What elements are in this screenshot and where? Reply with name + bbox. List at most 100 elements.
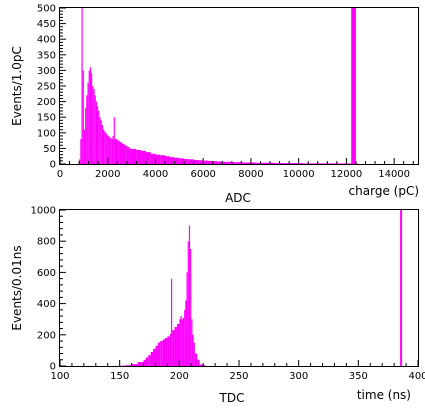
adc-x-axis: 0 2000 4000 6000 8000 10000 12000 14000 [57, 158, 414, 180]
tdc-bar [190, 249, 192, 366]
adc-bar [85, 107, 87, 164]
adc-bar [95, 101, 97, 164]
adc-bar [112, 135, 114, 164]
adc-bar [260, 162, 266, 164]
adc-bar [83, 129, 86, 164]
adc-bar [303, 163, 309, 164]
adc-y-tick-label: 400 [37, 35, 56, 46]
adc-bar [179, 158, 185, 164]
tdc-bar [150, 351, 154, 366]
adc-bar [124, 145, 127, 164]
tdc-x-tick-label: 250 [229, 371, 248, 382]
adc-bar [105, 132, 107, 164]
adc-bar [91, 73, 93, 164]
adc-y-tick-label: 0 [50, 160, 56, 171]
adc-bar [104, 131, 106, 164]
tdc-bar [174, 327, 177, 366]
adc-bar [102, 129, 105, 164]
tdc-bar [160, 341, 163, 366]
adc-bar [101, 125, 103, 164]
tdc-bar [192, 334, 194, 366]
adc-bar [193, 159, 199, 164]
tdc-x-tick-label: 350 [349, 371, 368, 382]
adc-bar [111, 139, 113, 164]
adc-bar [222, 161, 228, 164]
adc-x-tick-label: 8000 [238, 169, 263, 180]
adc-bar [122, 143, 125, 164]
adc-y-label: Events/1.0pC [10, 46, 24, 126]
adc-bar [131, 149, 137, 164]
tdc-bar [182, 317, 185, 366]
adc-bar [308, 163, 313, 164]
adc-bar [351, 8, 356, 164]
adc-bar [99, 117, 101, 164]
adc-bar [145, 152, 151, 164]
adc-bar [126, 146, 130, 164]
adc-bar [169, 157, 175, 164]
adc-bar [114, 139, 118, 164]
adc-x-tick-label: 10000 [283, 169, 315, 180]
adc-bar [274, 163, 280, 164]
adc-bar [207, 160, 213, 164]
adc-bar [265, 162, 271, 164]
adc-bar [155, 154, 161, 164]
tdc-bar [180, 316, 182, 366]
adc-bar [279, 163, 285, 164]
adc-bar [129, 148, 132, 164]
adc-bar [93, 89, 95, 164]
adc-y-tick-label: 150 [37, 113, 56, 124]
adc-x-tick-label: 14000 [378, 169, 410, 180]
adc-bar [174, 157, 180, 164]
tdc-bar [131, 364, 138, 366]
adc-bar [150, 153, 156, 164]
tdc-bar [181, 319, 183, 366]
tdc-histogram-bars [119, 210, 403, 366]
tdc-bar [188, 225, 191, 366]
adc-bar [94, 95, 96, 164]
tdc-bar [167, 336, 170, 366]
tdc-bar [155, 345, 158, 366]
tdc-bar [194, 353, 198, 366]
adc-bar [231, 162, 237, 164]
adc-bar [188, 159, 194, 164]
adc-x-tick-label: 12000 [330, 169, 362, 180]
tdc-x-tick-label: 150 [110, 371, 129, 382]
adc-bar [341, 163, 347, 164]
adc-bar [184, 159, 189, 164]
adc-bar [198, 160, 204, 164]
tdc-bar [148, 355, 151, 366]
tdc-y-label: Events/0.01ns [10, 245, 24, 330]
adc-bar [293, 163, 299, 164]
adc-bar [86, 95, 88, 164]
adc-bar [322, 163, 328, 164]
adc-bar [346, 163, 352, 164]
tdc-bar [187, 241, 189, 366]
adc-bar [80, 139, 82, 164]
tdc-bar [162, 339, 166, 366]
adc-histogram-bars [79, 8, 358, 164]
adc-panel: 0 2000 4000 6000 8000 10000 12000 14000 0 50 100 1… [10, 4, 419, 205]
tdc-y-tick-label: 200 [37, 330, 56, 341]
tdc-bar [203, 365, 206, 366]
tdc-bar [157, 342, 161, 366]
adc-y-tick-label: 350 [37, 50, 56, 61]
adc-bar [203, 160, 208, 164]
adc-bar [317, 163, 323, 164]
tdc-bar [169, 334, 171, 366]
tdc-y-tick-label: 800 [37, 237, 56, 248]
tdc-plot-frame [59, 209, 419, 367]
tdc-y-tick-label: 400 [37, 299, 56, 310]
adc-bar [255, 162, 261, 164]
adc-bar [270, 162, 275, 164]
adc-x-tick-label: 2000 [95, 169, 120, 180]
tdc-bar [143, 359, 146, 366]
adc-y-tick-label: 450 [37, 19, 56, 30]
adc-x-tick-label: 4000 [143, 169, 168, 180]
adc-y-tick-label: 500 [37, 4, 56, 15]
adc-y-axis: 0 50 100 150 200 250 300 350 400 450 500 [37, 4, 66, 171]
adc-bar [92, 86, 94, 164]
tdc-bar [170, 278, 173, 366]
adc-title: ADC [225, 191, 251, 205]
adc-bar [117, 140, 120, 164]
adc-bar [113, 117, 115, 164]
